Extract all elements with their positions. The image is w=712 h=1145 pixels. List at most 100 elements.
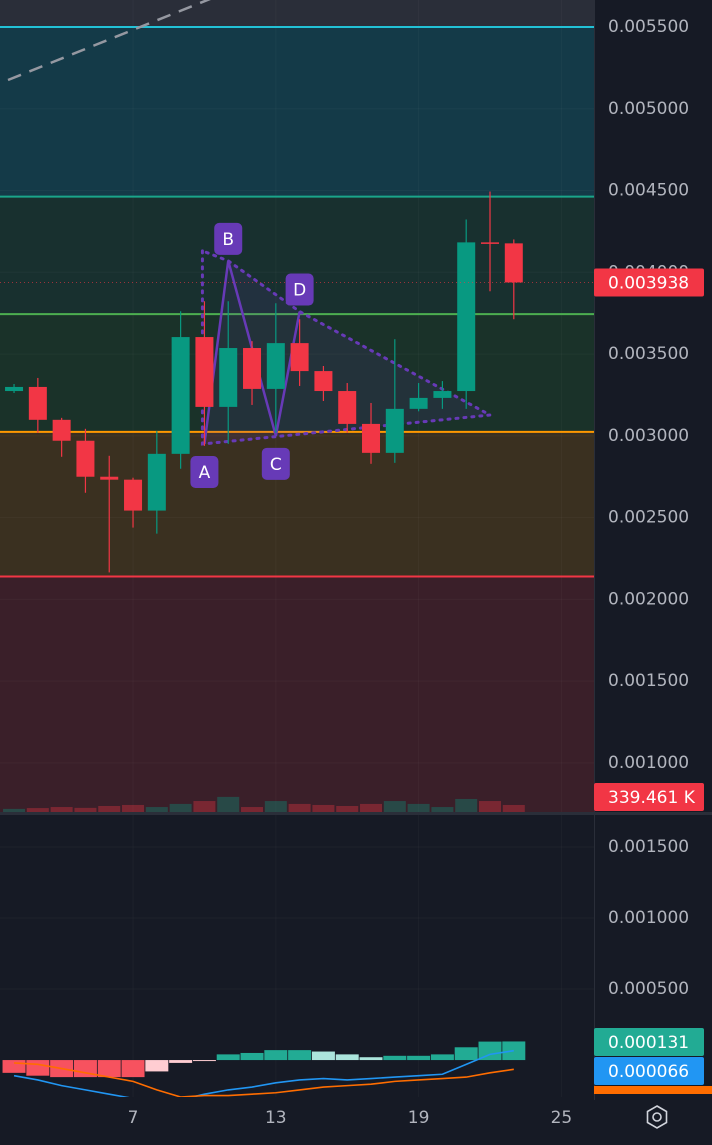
volume-bar — [407, 803, 430, 812]
pattern-label-box — [285, 273, 314, 306]
pattern-label: A — [199, 463, 211, 483]
settings-icon[interactable] — [646, 1105, 668, 1129]
histogram-bar — [335, 1054, 359, 1061]
volume-bar — [74, 807, 97, 812]
macd-line — [13, 1049, 514, 1097]
macd-badge — [594, 1057, 704, 1085]
x-tick-label: 25 — [551, 1108, 573, 1128]
histogram-bar — [2, 1060, 26, 1073]
volume-bar — [383, 801, 406, 812]
y-tick-label: 0.001500 — [608, 837, 689, 857]
candle-body — [433, 391, 452, 398]
pattern-label: D — [293, 281, 306, 301]
histogram-bar — [73, 1060, 97, 1078]
histogram-bar — [430, 1054, 454, 1061]
histogram-bar — [288, 1050, 312, 1061]
x-tick-label: 19 — [408, 1108, 430, 1128]
volume-bar — [288, 803, 311, 812]
pattern-label-box — [261, 447, 290, 480]
y-tick-label: 0.001000 — [608, 908, 689, 928]
candle-body — [481, 242, 500, 244]
pane-separator — [0, 812, 712, 815]
histogram-bar — [145, 1060, 169, 1072]
candle-body — [290, 343, 309, 372]
signal-badge — [594, 1086, 712, 1094]
histogram-bar — [407, 1055, 431, 1061]
candle-body — [314, 371, 333, 392]
zone — [0, 431, 594, 577]
histogram-bar — [169, 1060, 193, 1063]
pattern-label: C — [270, 455, 282, 475]
last-price-label: 0.003938 — [608, 273, 689, 293]
volume-bar — [169, 803, 192, 812]
y-tick-label: 0.005000 — [608, 99, 689, 119]
candle-body — [100, 476, 119, 480]
histogram-bar — [311, 1051, 335, 1061]
candle-body — [124, 479, 143, 511]
settings-dot — [652, 1112, 662, 1122]
volume-badge — [594, 783, 704, 811]
histogram-bar — [383, 1055, 407, 1061]
settings-hex — [646, 1105, 668, 1129]
pattern-label: B — [222, 230, 234, 250]
volume-bar — [50, 807, 73, 812]
volume-bar — [431, 807, 454, 812]
histogram-bar — [264, 1050, 288, 1061]
candle-body — [28, 386, 47, 420]
volume-label: 339.461 K — [608, 788, 696, 808]
candle-body — [362, 423, 381, 453]
candle-body — [409, 397, 428, 409]
volume-bar — [312, 804, 335, 812]
candle-body — [385, 408, 404, 453]
y-tick-label: 0.004500 — [608, 181, 689, 201]
y-tick-label: 0.003000 — [608, 426, 689, 446]
pattern-label-box — [190, 456, 219, 489]
volume-bar — [479, 801, 502, 812]
volume-bar — [264, 801, 287, 812]
zone — [0, 314, 594, 432]
x-tick-label: 13 — [265, 1108, 287, 1128]
macd-label: 0.000066 — [608, 1062, 689, 1082]
volume-bar — [98, 806, 121, 812]
macd-plot — [2, 1041, 526, 1097]
histogram-bar — [478, 1041, 502, 1061]
histogram-bar — [240, 1052, 264, 1061]
volume-bar — [241, 807, 264, 812]
axis-border — [594, 0, 595, 1100]
pattern-label-box — [214, 222, 243, 255]
histogram-bar — [26, 1060, 50, 1076]
main-plot: A B C D — [0, 0, 594, 812]
candle-body — [504, 243, 523, 283]
y-tick-label: 0.002000 — [608, 589, 689, 609]
volume-bar — [26, 808, 49, 812]
y-tick-label: 0.005500 — [608, 17, 689, 37]
histogram-bar — [454, 1047, 478, 1061]
candle-body — [457, 242, 476, 392]
last-price-badge — [594, 268, 704, 297]
histogram-badge — [594, 1028, 704, 1056]
y-tick-label: 0.003500 — [608, 344, 689, 364]
y-tick-label: 0.000500 — [608, 979, 689, 999]
y-tick-label: 0.001500 — [608, 671, 689, 691]
histogram-bar — [192, 1060, 216, 1062]
axes: 0.0055000.0050000.0045000.0040000.003500… — [128, 17, 712, 1128]
volume-bar — [3, 808, 26, 812]
y-tick-label: 0.001000 — [608, 753, 689, 773]
y-tick-label: 0.002500 — [608, 508, 689, 528]
trend-line — [7, 0, 211, 82]
volume-bar — [502, 804, 525, 812]
x-tick-label: 7 — [128, 1108, 139, 1128]
zone — [0, 26, 594, 197]
candle-body — [52, 419, 71, 441]
volume-bar — [360, 803, 383, 812]
volume-bar — [122, 804, 145, 812]
candle-body — [219, 348, 238, 407]
volume-bar — [455, 798, 478, 812]
histogram-bar — [359, 1057, 383, 1061]
volume-bar — [336, 806, 359, 812]
histogram-label: 0.000131 — [608, 1033, 689, 1053]
candle-body — [5, 386, 24, 392]
histogram-bar — [121, 1060, 145, 1078]
candle-body — [338, 391, 357, 424]
